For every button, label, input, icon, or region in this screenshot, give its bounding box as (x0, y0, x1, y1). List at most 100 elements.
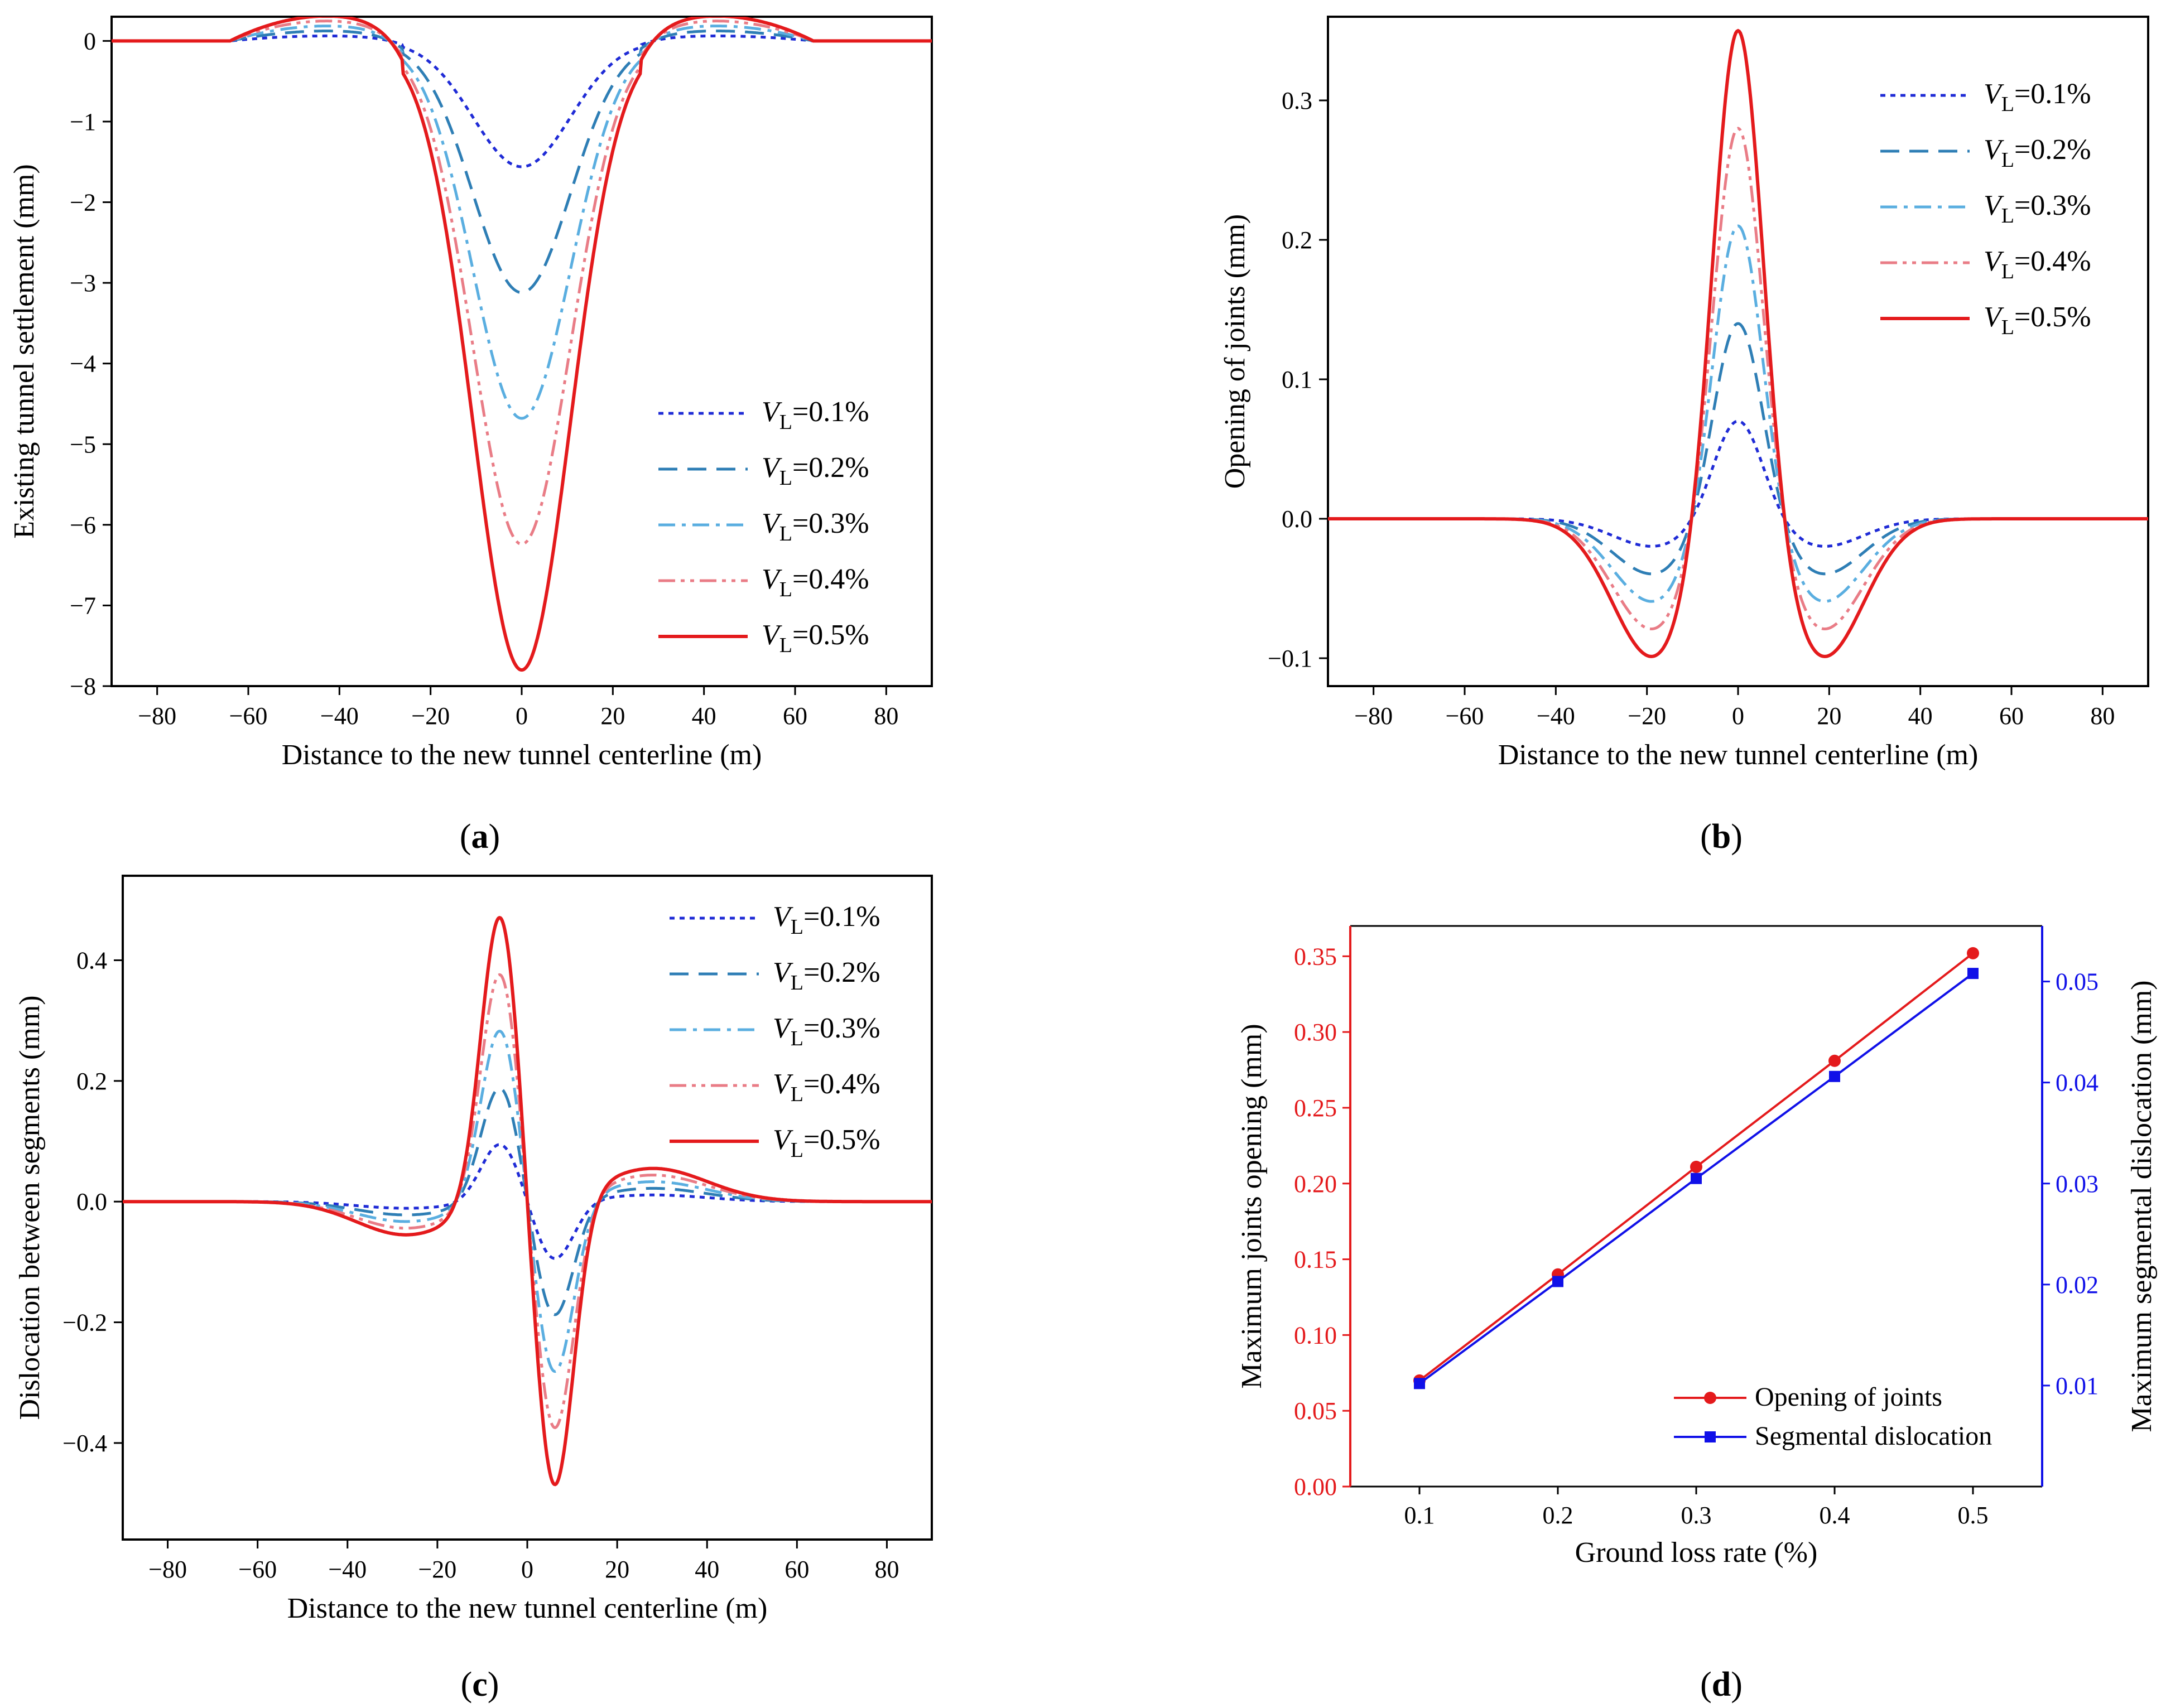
plot-frame (1327, 16, 2149, 687)
data-point (1828, 1054, 1841, 1067)
x-tick-label: 80 (874, 702, 898, 730)
y-tick-label: 0.2 (1282, 226, 1312, 254)
y-tick-label: 0.00 (1294, 1473, 1337, 1500)
x-tick-label: −40 (320, 702, 359, 730)
y-tick-label: 0.35 (1294, 943, 1337, 970)
x-tick-label: −20 (418, 1556, 456, 1583)
x-tick-label: 20 (600, 702, 625, 730)
x-tick-label: 40 (695, 1556, 719, 1583)
x-tick-label: 0 (521, 1556, 533, 1583)
data-point (1690, 1160, 1702, 1173)
y-tick-label: −0.1 (1268, 645, 1312, 672)
y-tick-label: 0 (84, 27, 96, 55)
x-tick-label: 0 (516, 702, 528, 730)
y-tick-label: 0.2 (76, 1068, 107, 1095)
y-right-tick-label: 0.02 (2056, 1271, 2099, 1299)
panel-label: (d) (1700, 1666, 1743, 1704)
x-tick-label: 20 (1817, 702, 1841, 730)
x-tick-label: 60 (784, 1556, 809, 1583)
legend-entry: VL=0.2% (773, 957, 880, 995)
y-tick-label: −8 (70, 673, 96, 700)
y-tick-label: −7 (70, 592, 96, 619)
x-tick-label: 60 (1999, 702, 2024, 730)
data-point (1414, 1378, 1425, 1389)
x-tick-label: −80 (138, 702, 176, 730)
x-tick-label: −60 (1446, 702, 1484, 730)
y-tick-label: −4 (70, 350, 96, 378)
y-tick-label: 0.0 (76, 1188, 107, 1215)
legend-entry: VL=0.4% (762, 563, 869, 601)
series-line-vl-0-2- (112, 30, 932, 295)
legend-entry: VL=0.1% (773, 901, 880, 939)
series-line-vl-0-5- (123, 916, 932, 1487)
x-axis-label: Distance to the new tunnel centerline (m… (282, 739, 762, 771)
y-tick-label: 0.05 (1294, 1397, 1337, 1425)
x-axis-label: Distance to the new tunnel centerline (m… (1498, 739, 1979, 771)
y-tick-label: −0.2 (62, 1309, 107, 1337)
x-axis-label: Distance to the new tunnel centerline (m… (287, 1593, 768, 1624)
x-tick-label: 20 (605, 1556, 629, 1583)
series-line-vl-0-3- (112, 25, 932, 420)
y-right-tick-label: 0.04 (2056, 1069, 2099, 1097)
data-point (1967, 947, 1979, 959)
data-point (1552, 1276, 1563, 1287)
legend-entry: VL=0.5% (773, 1124, 880, 1162)
y-right-tick-label: 0.05 (2056, 968, 2099, 996)
y-tick-label: 0.20 (1294, 1170, 1337, 1198)
data-point (1829, 1070, 1840, 1082)
data-point (1691, 1173, 1702, 1184)
series-line-vl-0-5- (1328, 28, 2148, 658)
series-line-vl-0-2- (1328, 322, 2148, 576)
y-tick-label: 0.3 (1282, 87, 1312, 114)
x-tick-label: −20 (1628, 702, 1666, 730)
y-tick-label: 0.10 (1294, 1321, 1337, 1349)
x-tick-label: −60 (238, 1556, 277, 1583)
legend-marker (1704, 1392, 1716, 1404)
panel-b: −80 −60 −40 −20 0 20 40 60 80 Distance to the new… (1219, 16, 2149, 856)
y-tick-label: −2 (70, 189, 96, 216)
y-tick-label: −5 (70, 431, 96, 458)
x-tick-label: 0.4 (1820, 1502, 1850, 1529)
legend-entry: VL=0.3% (773, 1012, 880, 1050)
x-tick-label: −40 (1537, 702, 1575, 730)
series-line-vl-0-3- (1328, 224, 2148, 603)
legend-entry: VL=0.4% (773, 1068, 880, 1106)
y-tick-label: 0.15 (1294, 1246, 1337, 1273)
legend-entry: VL=0.4% (1984, 245, 2091, 283)
series-line-vl-0-5- (112, 17, 932, 672)
y-right-axis-label: Maximum segmental dislocation (mm) (2126, 980, 2158, 1432)
legend-entry: VL=0.2% (762, 452, 869, 490)
y-axis-label: Dislocation between segments (mm) (14, 995, 46, 1420)
panel-c: −80 −60 −40 −20 0 20 40 60 80 Distance to the new… (14, 875, 933, 1704)
y-right-tick-label: 0.03 (2056, 1170, 2099, 1198)
y-tick-label: −6 (70, 512, 96, 539)
legend-entry: VL=0.5% (1984, 301, 2091, 339)
y-tick-label: 0.0 (1282, 505, 1312, 533)
data-point (1967, 968, 1979, 980)
panel-d: 0.1 0.2 0.3 0.4 0.5 Ground loss rate (%) 0.00 0… (1236, 925, 2158, 1704)
panel-label: (c) (461, 1666, 499, 1704)
x-tick-label: 60 (783, 702, 807, 730)
x-tick-label: 0.5 (1958, 1502, 1989, 1529)
x-tick-label: 80 (2090, 702, 2115, 730)
legend-entry: VL=0.1% (1984, 78, 2091, 116)
x-tick-label: −40 (328, 1556, 367, 1583)
panel-label: (a) (460, 818, 500, 856)
x-tick-label: 40 (1908, 702, 1933, 730)
y-tick-label: 0.30 (1294, 1019, 1337, 1046)
x-tick-label: 0.3 (1681, 1502, 1712, 1529)
x-axis-label: Ground loss rate (%) (1575, 1537, 1818, 1569)
series-line-vl-0-1- (112, 34, 932, 168)
y-tick-label: −0.4 (62, 1430, 107, 1457)
y-tick-label: −1 (70, 108, 96, 136)
y-axis-label: Existing tunnel settlement (mm) (8, 164, 40, 539)
y-axis-label: Maximum joints opening (mm) (1236, 1024, 1268, 1388)
legend-entry: Opening of joints (1755, 1382, 1942, 1412)
legend-entry: VL=0.5% (762, 619, 869, 657)
legend-entry: Segmental dislocation (1755, 1421, 1992, 1451)
x-tick-label: 40 (692, 702, 716, 730)
legend-entry: VL=0.1% (762, 396, 869, 434)
legend-marker (1705, 1431, 1716, 1442)
x-tick-label: −80 (148, 1556, 187, 1583)
